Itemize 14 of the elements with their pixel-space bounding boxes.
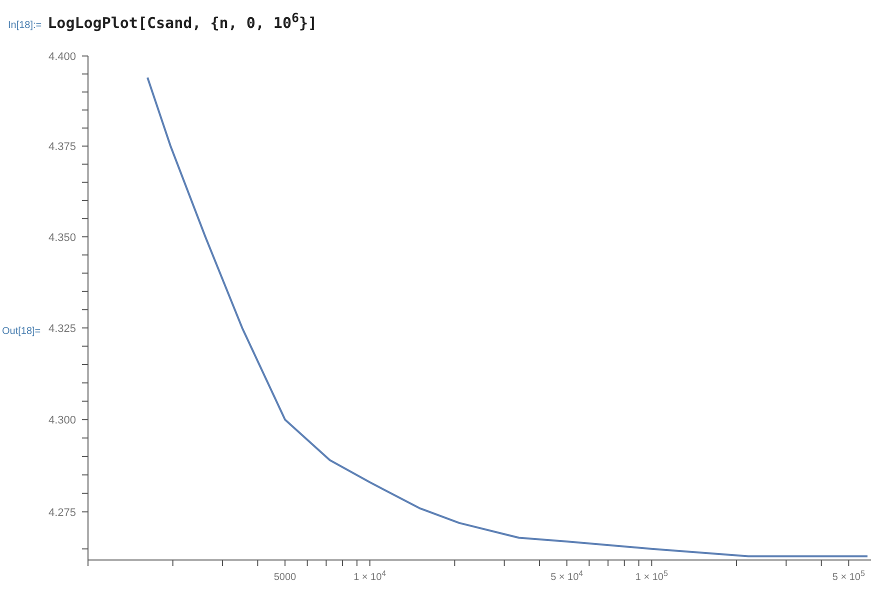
- y-tick-label: 4.350: [48, 232, 76, 244]
- x-tick-label: 1 × 10$^{4}$: [354, 568, 387, 583]
- y-tick-label: 4.375: [48, 141, 76, 154]
- text: In[18]:=: [8, 20, 42, 31]
- x-tick-label: 5 × 10$^{5}$: [832, 568, 866, 583]
- y-tick-label: 4.275: [48, 506, 76, 519]
- x-tick-label: 1 × 10$^{5}$: [635, 568, 669, 583]
- y-tick-label: 4.400: [48, 51, 76, 63]
- x-tick-label: 5 × 10$^{4}$: [550, 568, 584, 583]
- x-tick-label: 5000: [274, 572, 297, 583]
- text: Out[18]=: [2, 326, 41, 337]
- y-tick-label: 4.300: [48, 414, 76, 427]
- chart-title: LogLogPlot[Csand, {n, 0, 10$^{6}$}]: [48, 10, 318, 32]
- y-tick-label: 4.325: [48, 322, 76, 335]
